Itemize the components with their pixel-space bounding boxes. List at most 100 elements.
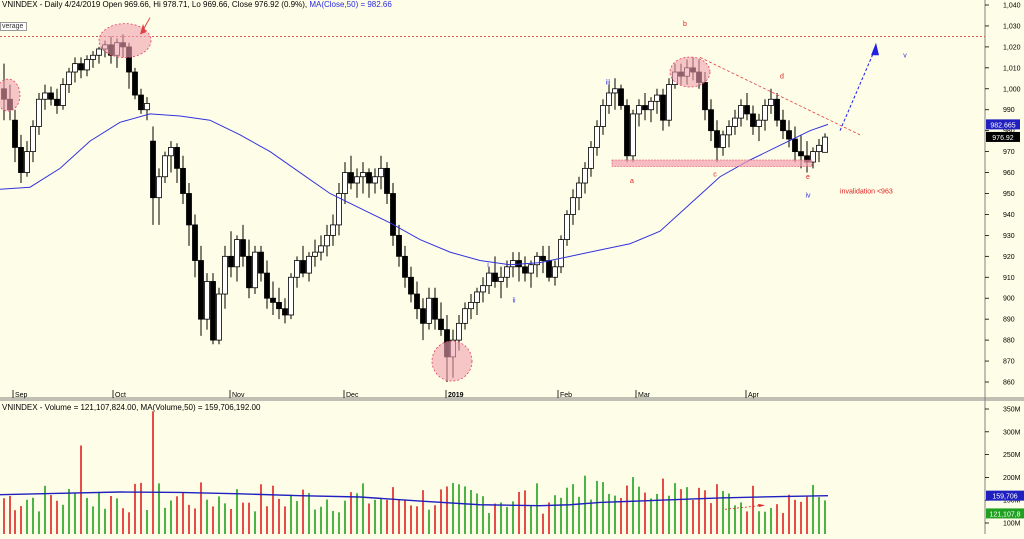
price-tick-label: 970	[1003, 149, 1015, 156]
vol-ma-text: 159,706	[992, 494, 1017, 501]
candle-up	[468, 302, 474, 310]
candle-up	[756, 119, 762, 127]
candle-up	[216, 293, 222, 341]
candle-down	[624, 105, 630, 157]
candle-up	[378, 167, 384, 178]
candle-up	[30, 126, 36, 153]
candle-up	[636, 105, 642, 115]
ma50-line	[0, 113, 829, 266]
price-tick-label: 900	[1003, 296, 1015, 303]
highlight-circle	[98, 23, 152, 59]
ma-label: MA(Close,50) = 982.66	[309, 0, 392, 9]
candle-down	[138, 94, 144, 111]
candle-up	[666, 84, 672, 121]
candle-down	[228, 255, 234, 268]
candle-up	[144, 103, 150, 111]
candle-up	[84, 59, 90, 71]
candle-up	[222, 255, 228, 295]
candle-up	[426, 297, 432, 324]
highlight-circle	[431, 340, 473, 382]
projection-arrowhead	[871, 42, 879, 56]
pointer-arrowhead	[140, 23, 146, 35]
highlight-circle	[0, 78, 21, 112]
invalidation-label: invalidation <963	[840, 189, 893, 196]
wave-label-v: v	[903, 52, 907, 59]
candle-down	[390, 193, 396, 236]
candle-up	[648, 100, 654, 111]
candle-up	[72, 63, 78, 73]
candle-up	[768, 98, 774, 106]
candle-up	[324, 234, 330, 247]
candle-up	[654, 94, 660, 102]
candle-up	[582, 167, 588, 184]
candle-up	[486, 272, 492, 287]
vol-last-tag	[986, 508, 1024, 519]
price-tick-label: 1,010	[1003, 65, 1021, 72]
candle-up	[456, 322, 462, 341]
candle-down	[240, 239, 246, 257]
candle-down	[210, 281, 216, 341]
candle-up	[354, 176, 360, 184]
candle-up	[24, 151, 30, 173]
candle-down	[408, 276, 414, 295]
price-tick-label: 890	[1003, 317, 1015, 324]
candle-up	[162, 155, 168, 178]
candle-up	[588, 147, 594, 169]
candle-down	[780, 119, 786, 132]
candle-up	[762, 105, 768, 121]
support-band	[611, 159, 813, 167]
candle-down	[642, 105, 648, 111]
candle-up	[480, 285, 486, 293]
x-label: Feb	[560, 392, 572, 399]
candle-down	[282, 308, 288, 316]
candle-up	[528, 264, 534, 274]
wave-label-iii: iii	[606, 80, 611, 87]
vol-ma-tag	[986, 490, 1024, 501]
vol-tick-label: 150M	[1003, 498, 1021, 505]
candle-down	[774, 98, 780, 121]
x-label: Mar	[638, 392, 651, 399]
price-tick-label: 960	[1003, 170, 1015, 177]
x-label: Dec	[346, 392, 359, 399]
price-tick-label: 1,020	[1003, 44, 1021, 51]
candle-down	[258, 251, 264, 274]
candle-up	[234, 239, 240, 268]
candle-down	[132, 71, 138, 96]
x-label: Apr	[748, 392, 760, 399]
volume-header: VNINDEX - Volume = 121,107,824.00, MA(Vo…	[2, 403, 260, 412]
candle-down	[186, 193, 192, 226]
ohlc-label: Open 969.66, Hi 978.71, Lo 969.66, Close…	[102, 0, 305, 9]
candle-up	[252, 251, 258, 289]
candle-up	[342, 172, 348, 194]
candle-up	[576, 182, 582, 199]
legend-fragment: verage	[0, 22, 28, 31]
candle-down	[192, 224, 198, 261]
vol-last-text: 121,107,8	[989, 511, 1020, 518]
wave-label-b: b	[683, 21, 687, 28]
candle-down	[402, 255, 408, 278]
volume-title: VNINDEX - Volume = 121,107,824.00, MA(Vo…	[2, 403, 261, 412]
price-tick-label: 980	[1003, 128, 1015, 135]
candle-up	[810, 151, 816, 163]
candle-down	[384, 167, 390, 194]
candle-up	[474, 291, 480, 303]
price-tick-label: 920	[1003, 254, 1015, 261]
candle-down	[246, 255, 252, 289]
candle-up	[510, 260, 516, 268]
candle-down	[150, 140, 156, 199]
candle-up	[360, 172, 366, 178]
volume-panel	[0, 400, 985, 534]
ma-value-tag	[986, 119, 1020, 130]
candle-down	[492, 272, 498, 282]
candle-up	[66, 71, 72, 85]
candle-down	[546, 260, 552, 278]
candle-down	[414, 293, 420, 310]
x-label: 2019	[448, 392, 464, 399]
candle-up	[498, 276, 504, 282]
price-tick-label: 870	[1003, 359, 1015, 366]
candle-up	[612, 88, 618, 94]
candle-up	[552, 266, 558, 278]
candle-down	[396, 234, 402, 257]
candle-down	[300, 260, 306, 274]
